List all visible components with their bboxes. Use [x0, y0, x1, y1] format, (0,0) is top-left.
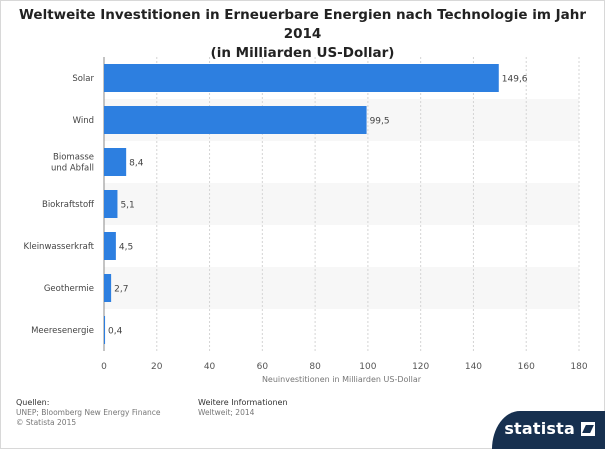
bar — [104, 274, 112, 302]
logo-text: statista — [504, 419, 575, 438]
info-block: Weitere Informationen Weltweit; 2014 — [198, 398, 288, 418]
category-label: Geothermie — [44, 284, 94, 294]
row-band — [104, 267, 579, 309]
category-label: Wind — [73, 116, 94, 126]
bar — [104, 232, 116, 260]
info-text: Weltweit; 2014 — [198, 408, 255, 417]
x-tick-label: 0 — [101, 362, 107, 372]
sources-text: UNEP; Bloomberg New Energy Finance — [16, 408, 161, 417]
x-tick-label: 20 — [151, 362, 163, 372]
sources-label: Quellen: — [16, 398, 50, 407]
info-label[interactable]: Weitere Informationen — [198, 398, 288, 407]
x-tick-label: 180 — [570, 362, 587, 372]
value-label: 99,5 — [370, 117, 390, 127]
statista-logo-icon — [581, 422, 595, 436]
bar — [104, 316, 106, 344]
bar — [104, 64, 499, 92]
category-label: Kleinwasserkraft — [24, 242, 95, 252]
value-label: 149,6 — [502, 75, 528, 85]
copyright-text: © Statista 2015 — [16, 418, 77, 427]
chart-title-line2: (in Milliarden US-Dollar) — [210, 45, 395, 61]
bar — [104, 190, 118, 218]
category-label: Solar — [72, 74, 94, 84]
x-tick-label: 100 — [359, 362, 376, 372]
value-label: 4,5 — [119, 243, 133, 253]
x-axis-label: Neuinvestitionen in Milliarden US-Dollar — [262, 375, 422, 384]
row-band — [104, 183, 579, 225]
bar — [104, 106, 367, 134]
sources-block: Quellen: UNEP; Bloomberg New Energy Fina… — [16, 398, 161, 428]
category-label: Meeresenergie — [31, 326, 94, 336]
x-tick-label: 40 — [204, 362, 216, 372]
x-tick-label: 120 — [412, 362, 429, 372]
bar — [104, 148, 127, 176]
value-label: 8,4 — [129, 159, 144, 169]
value-label: 2,7 — [114, 285, 128, 295]
value-label: 5,1 — [120, 201, 134, 211]
x-tick-label: 60 — [257, 362, 269, 372]
x-tick-label: 80 — [309, 362, 321, 372]
category-label: Biomasse und Abfall — [51, 153, 94, 174]
chart-title: Weltweite Investitionen in Erneuerbare E… — [0, 6, 605, 63]
chart-title-line1: Weltweite Investitionen in Erneuerbare E… — [19, 7, 586, 42]
value-label: 0,4 — [108, 327, 123, 337]
category-label: Biokraftstoff — [42, 200, 95, 210]
x-tick-label: 140 — [465, 362, 482, 372]
statista-logo[interactable]: statista — [492, 411, 605, 449]
x-tick-label: 160 — [518, 362, 535, 372]
